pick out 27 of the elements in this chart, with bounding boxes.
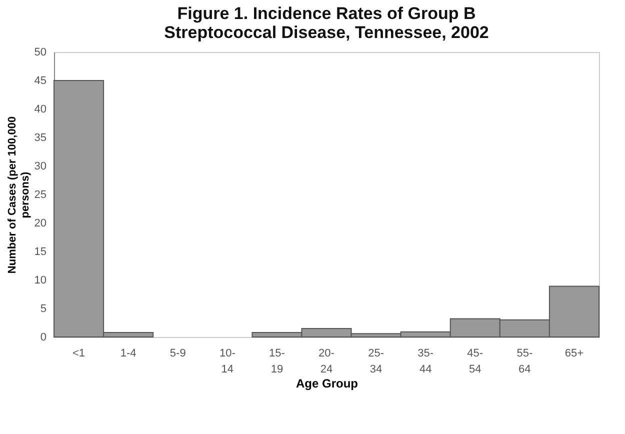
x-tick-label: 25-34: [368, 348, 384, 376]
x-tick-label: 65+: [564, 348, 584, 360]
x-tick-label: 5-9: [170, 348, 186, 360]
y-tick-label: 30: [34, 160, 46, 172]
y-tick-label: 20: [34, 218, 46, 230]
x-tick-label: 15-19: [269, 348, 286, 376]
text: Streptococcal Disease, Tennessee, 2002: [164, 23, 489, 42]
text: persons): [19, 172, 32, 218]
y-tick-label: 25: [34, 189, 46, 201]
x-tick-label: <1: [72, 348, 86, 360]
x-tick-label: 20-24: [318, 348, 335, 376]
y-tick-label: 40: [34, 104, 46, 116]
y-tick-label: 5: [40, 303, 46, 315]
text: Number of Cases (per 100,000: [6, 116, 18, 274]
y-tick-label: 45: [34, 75, 46, 87]
x-tick-label: 45-54: [467, 348, 484, 376]
y-tick-label: 10: [34, 274, 46, 286]
text: Figure 1. Incidence Rates of Group B: [177, 4, 476, 23]
x-tick-label: 10-14: [219, 348, 236, 376]
y-tick-label: 0: [40, 332, 46, 344]
x-tick-label: 1-4: [120, 348, 136, 360]
x-axis-title: Age Group: [296, 376, 358, 390]
y-tick-label: 35: [34, 132, 46, 144]
y-tick-label: 15: [34, 246, 46, 258]
y-tick-label: 50: [34, 46, 46, 58]
x-tick-label: 55-64: [516, 348, 533, 376]
x-tick-label: 35-44: [418, 348, 434, 376]
